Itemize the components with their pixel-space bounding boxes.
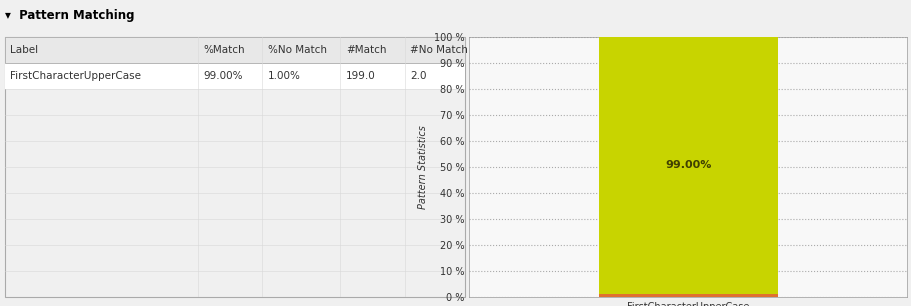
Text: FirstCharacterUpperCase: FirstCharacterUpperCase xyxy=(10,71,141,81)
Text: %No Match: %No Match xyxy=(268,45,326,55)
Text: Label: Label xyxy=(10,45,38,55)
Text: %Match: %Match xyxy=(203,45,245,55)
Bar xyxy=(5,37,465,63)
Bar xyxy=(5,63,465,89)
Y-axis label: Pattern Statistics: Pattern Statistics xyxy=(418,125,427,209)
Text: 99.00%: 99.00% xyxy=(664,160,711,170)
Text: #No Match: #No Match xyxy=(410,45,467,55)
Text: ▾  Pattern Matching: ▾ Pattern Matching xyxy=(5,9,134,22)
Text: 1.00%: 1.00% xyxy=(268,71,301,81)
Text: 2.0: 2.0 xyxy=(410,71,426,81)
Text: 199.0: 199.0 xyxy=(345,71,375,81)
Text: 99.00%: 99.00% xyxy=(203,71,242,81)
Bar xyxy=(598,294,777,297)
Text: #Match: #Match xyxy=(345,45,386,55)
Bar xyxy=(598,37,777,294)
